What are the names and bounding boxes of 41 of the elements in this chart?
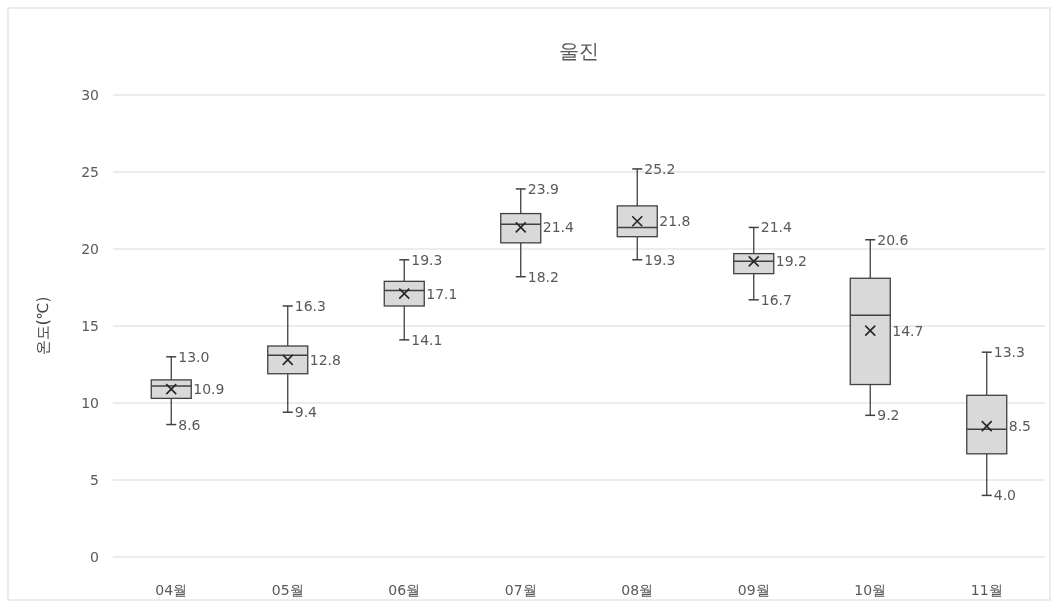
chart-title: 울진 <box>559 39 599 63</box>
y-tick-label: 20 <box>81 241 99 257</box>
text: 19.2 <box>775 253 807 270</box>
text: 19.3 <box>411 251 443 268</box>
text: 17.1 <box>426 285 458 302</box>
text: 19.3 <box>644 251 676 268</box>
text: 16.3 <box>294 297 326 314</box>
text: 21.8 <box>659 213 691 230</box>
text: 4.0 <box>993 487 1017 504</box>
text: 23.9 <box>527 180 559 197</box>
y-tick-label: 25 <box>81 164 99 180</box>
text: 8.5 <box>1008 418 1032 435</box>
y-tick-label: 5 <box>90 472 99 488</box>
x-tick-label: 07월 <box>504 582 537 598</box>
x-tick-label: 05월 <box>271 582 304 598</box>
text: 13.3 <box>993 344 1025 361</box>
text: 10.9 <box>193 381 225 398</box>
text: 12.8 <box>309 351 341 368</box>
y-tick-label: 30 <box>81 87 99 103</box>
x-tick-label: 11월 <box>970 582 1003 598</box>
text: 14.1 <box>411 331 443 348</box>
x-tick-label: 09월 <box>737 582 770 598</box>
x-tick-label: 04월 <box>155 582 188 598</box>
text: 13.0 <box>178 348 210 365</box>
y-axis-title: 온도(℃) <box>34 296 52 356</box>
text: 14.7 <box>892 322 924 339</box>
x-tick-label: 08월 <box>621 582 654 598</box>
y-tick-label: 10 <box>81 395 99 411</box>
text: 21.4 <box>760 219 792 236</box>
text: 16.7 <box>760 291 792 308</box>
text: 8.6 <box>178 416 201 433</box>
text: 25.2 <box>644 160 676 177</box>
x-tick-label: 06월 <box>388 582 421 598</box>
y-tick-label: 15 <box>81 318 99 334</box>
x-tick-label: 10월 <box>854 582 887 598</box>
text: 20.6 <box>877 231 909 248</box>
text: 9.4 <box>294 404 318 421</box>
text: 21.4 <box>542 219 574 236</box>
text: 9.2 <box>877 407 900 424</box>
y-tick-label: 0 <box>90 549 99 565</box>
text: 18.2 <box>527 268 559 285</box>
